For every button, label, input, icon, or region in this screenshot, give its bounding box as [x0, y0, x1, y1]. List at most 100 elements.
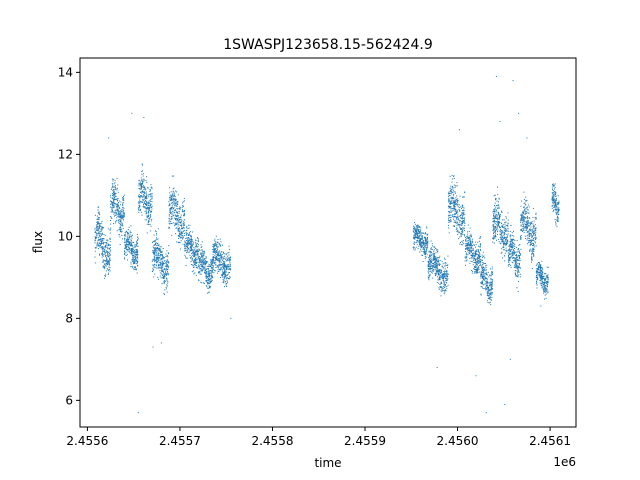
data-point	[172, 190, 174, 192]
data-point	[511, 255, 513, 257]
data-point	[106, 250, 108, 252]
data-point	[180, 240, 182, 242]
data-point	[215, 241, 217, 243]
data-point	[509, 242, 511, 244]
data-point	[463, 221, 465, 223]
data-point	[492, 237, 494, 239]
data-point	[216, 257, 218, 259]
data-point	[436, 265, 438, 267]
data-point	[192, 266, 194, 268]
data-point	[223, 269, 225, 271]
data-point	[201, 249, 203, 251]
data-point	[413, 232, 415, 234]
data-point	[177, 214, 179, 216]
data-point	[501, 239, 503, 241]
data-point	[149, 230, 151, 232]
data-point	[177, 230, 179, 232]
data-point	[531, 240, 532, 242]
data-point	[179, 224, 181, 226]
data-point	[432, 245, 434, 247]
data-point	[194, 259, 196, 261]
data-point	[223, 268, 225, 270]
data-point	[469, 243, 471, 245]
data-point	[425, 233, 427, 235]
data-point	[159, 275, 161, 277]
data-point	[493, 236, 495, 238]
data-point	[196, 261, 198, 263]
data-point	[493, 226, 495, 228]
data-point	[435, 247, 437, 249]
data-point	[452, 215, 454, 217]
data-point	[464, 256, 466, 258]
data-point	[529, 228, 531, 230]
data-point	[180, 234, 182, 236]
data-point	[200, 263, 202, 265]
data-point	[494, 220, 496, 222]
data-point	[476, 263, 478, 265]
data-point	[494, 237, 496, 239]
data-point	[519, 256, 521, 258]
data-point	[455, 222, 457, 224]
data-point	[523, 219, 525, 221]
data-point	[529, 244, 531, 246]
data-point	[157, 266, 159, 268]
data-point	[147, 208, 149, 210]
data-point	[489, 274, 491, 276]
data-point	[417, 230, 419, 232]
data-point	[508, 258, 510, 260]
data-point	[176, 202, 178, 204]
data-point	[507, 219, 509, 221]
data-point	[452, 196, 454, 198]
data-point	[207, 287, 209, 289]
data-point	[229, 266, 231, 268]
data-point	[115, 209, 117, 211]
data-point	[100, 230, 102, 232]
data-point	[133, 246, 135, 248]
data-point	[493, 220, 495, 222]
data-point	[116, 206, 118, 208]
data-point	[437, 259, 439, 261]
data-point	[490, 274, 492, 276]
data-point	[201, 270, 203, 272]
data-point	[103, 250, 105, 252]
data-point	[498, 213, 500, 215]
data-point	[425, 236, 427, 238]
data-point	[220, 245, 222, 247]
data-point	[481, 273, 483, 275]
data-point	[180, 237, 182, 239]
data-point	[201, 264, 203, 266]
data-point	[478, 251, 480, 253]
data-point	[131, 253, 133, 255]
data-point	[215, 251, 217, 253]
data-point	[186, 257, 188, 259]
data-point	[166, 285, 168, 287]
data-point	[455, 184, 457, 186]
data-point	[98, 229, 100, 231]
data-point	[190, 249, 192, 251]
data-point	[160, 269, 162, 271]
data-point	[524, 202, 526, 204]
data-point	[94, 214, 96, 216]
data-point	[417, 229, 419, 231]
data-point	[125, 247, 127, 249]
data-point	[461, 244, 463, 246]
data-point	[507, 242, 509, 244]
data-point	[440, 287, 442, 289]
data-point	[500, 210, 502, 212]
data-point	[451, 200, 453, 202]
data-point	[117, 184, 119, 186]
data-point	[521, 200, 523, 202]
data-point	[161, 270, 163, 272]
data-point	[491, 285, 493, 287]
data-point	[214, 238, 216, 240]
data-point	[191, 249, 193, 251]
data-point	[185, 231, 187, 233]
data-point	[470, 243, 472, 245]
data-point	[116, 198, 118, 200]
data-point	[177, 225, 179, 227]
data-point	[111, 187, 113, 189]
data-point	[482, 274, 484, 276]
data-point	[488, 302, 490, 304]
data-point	[498, 198, 500, 200]
data-point	[498, 197, 500, 199]
